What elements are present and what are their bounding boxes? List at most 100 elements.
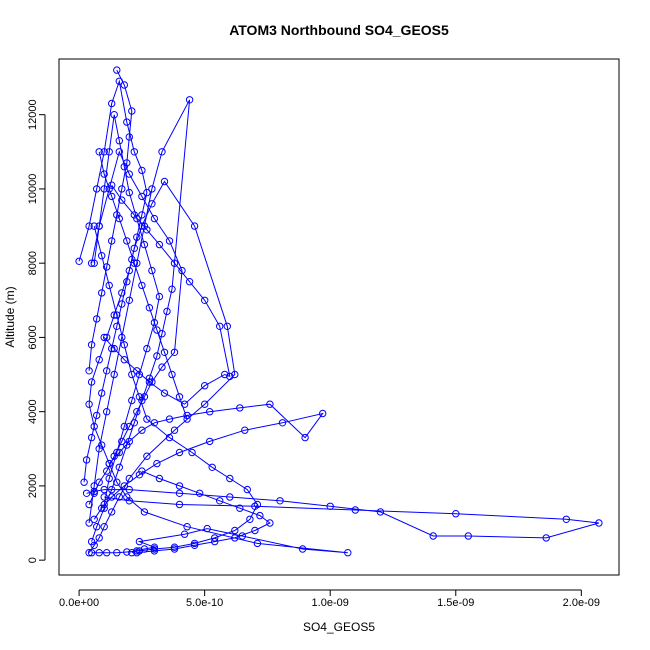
- y-tick-label: 12000: [27, 99, 39, 130]
- data-point: [128, 107, 136, 115]
- data-point: [231, 370, 239, 379]
- data-point: [125, 437, 134, 446]
- data-point: [150, 214, 159, 223]
- y-tick-label: 8000: [27, 251, 39, 275]
- data-point: [123, 237, 131, 245]
- data-point: [85, 519, 93, 527]
- data-point: [148, 266, 156, 275]
- series-line: [103, 184, 231, 405]
- data-point: [150, 545, 159, 553]
- data-point: [429, 532, 437, 540]
- data-point: [108, 344, 116, 353]
- data-point: [246, 515, 254, 523]
- data-point: [100, 333, 108, 342]
- data-point: [175, 448, 184, 457]
- data-point: [103, 408, 111, 416]
- data-point: [148, 185, 156, 193]
- data-point: [150, 419, 159, 427]
- series-6: [100, 181, 234, 408]
- data-point: [266, 400, 274, 408]
- data-point: [110, 311, 118, 319]
- data-point: [542, 534, 550, 542]
- data-point: [125, 266, 134, 275]
- y-tick-label: 0: [27, 557, 39, 563]
- data-point: [170, 348, 179, 356]
- data-point: [118, 289, 126, 297]
- data-point: [105, 148, 113, 156]
- series-11: [133, 467, 274, 557]
- data-point: [201, 296, 209, 304]
- series-line: [78, 79, 148, 483]
- data-point: [138, 211, 146, 219]
- data-point: [123, 441, 131, 449]
- data-point: [105, 474, 113, 483]
- series-1: [85, 177, 352, 557]
- series-5: [90, 400, 327, 523]
- data-point: [118, 196, 126, 204]
- data-point: [256, 511, 264, 520]
- data-point: [138, 426, 146, 434]
- data-point: [301, 433, 309, 442]
- data-point: [118, 185, 126, 193]
- data-point: [95, 534, 103, 542]
- data-point: [223, 322, 232, 330]
- data-point: [130, 244, 139, 253]
- data-point: [90, 422, 98, 431]
- data-point: [155, 240, 164, 249]
- data-point: [231, 526, 239, 535]
- data-point: [115, 137, 124, 145]
- data-point: [185, 278, 194, 286]
- data-point: [153, 352, 161, 360]
- data-point: [105, 281, 113, 290]
- data-point: [113, 311, 121, 319]
- data-point: [113, 549, 121, 557]
- data-point: [85, 500, 93, 509]
- data-point: [170, 426, 179, 434]
- data-point: [133, 233, 141, 241]
- x-tick-label: 1.5e-09: [437, 597, 474, 609]
- data-point: [90, 515, 98, 523]
- data-point: [135, 393, 144, 401]
- data-point: [128, 396, 136, 405]
- data-point: [133, 408, 141, 416]
- data-point: [319, 409, 327, 418]
- data-point: [160, 177, 169, 186]
- data-point: [203, 524, 211, 533]
- data-point: [98, 389, 106, 397]
- data-point: [120, 482, 129, 490]
- series-line: [136, 470, 271, 554]
- data-point: [87, 433, 96, 442]
- data-point: [183, 523, 191, 531]
- data-point: [140, 222, 149, 230]
- data-point: [138, 192, 146, 201]
- data-point: [100, 485, 108, 494]
- data-point: [125, 170, 134, 178]
- data-point: [128, 370, 136, 379]
- data-point: [135, 471, 144, 479]
- data-point: [75, 257, 83, 265]
- series-line: [93, 114, 160, 505]
- series-2: [85, 96, 194, 546]
- data-point: [150, 318, 159, 327]
- data-point: [143, 452, 151, 460]
- data-point: [140, 393, 149, 401]
- data-point: [178, 266, 186, 275]
- data-point: [93, 315, 101, 323]
- data-point: [145, 304, 154, 312]
- data-point: [80, 478, 88, 486]
- data-point: [135, 537, 144, 546]
- data-point: [143, 188, 151, 197]
- data-point: [211, 537, 219, 546]
- data-point: [85, 400, 93, 408]
- series-9: [85, 148, 186, 509]
- series-line: [91, 225, 258, 554]
- data-point: [110, 111, 118, 119]
- data-point: [108, 192, 116, 201]
- y-tick-label: 10000: [27, 174, 39, 205]
- data-point: [110, 370, 118, 379]
- data-point: [125, 296, 134, 304]
- y-tick-label: 2000: [27, 474, 39, 498]
- data-point: [180, 400, 189, 408]
- data-point: [123, 278, 131, 286]
- data-point: [108, 493, 116, 501]
